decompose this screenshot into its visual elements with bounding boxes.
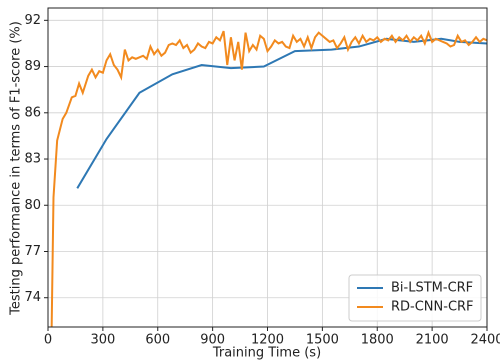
x-tick-label: 1800	[361, 333, 394, 348]
y-tick-label: 89	[24, 59, 41, 74]
legend-label: Bi-LSTM-CRF	[391, 281, 473, 296]
x-tick-label: 300	[90, 333, 115, 348]
y-tick-label: 86	[24, 105, 41, 120]
y-tick-label: 83	[24, 152, 41, 167]
x-tick-label: 2400	[470, 333, 500, 348]
x-tick-label: 1200	[251, 333, 284, 348]
legend-label: RD-CNN-CRF	[391, 300, 474, 315]
x-tick-label: 0	[44, 333, 52, 348]
x-tick-label: 1500	[306, 333, 339, 348]
legend-box	[348, 274, 482, 322]
x-tick-label: 900	[200, 333, 225, 348]
plot-frame	[47, 7, 488, 328]
data-line	[50, 29, 487, 327]
y-tick-label: 92	[24, 13, 41, 28]
y-tick-label: 74	[24, 290, 41, 305]
x-tick-label: 2100	[416, 333, 449, 348]
y-tick-label: 77	[24, 244, 41, 259]
y-tick-label: 80	[24, 198, 41, 213]
y-axis-label: Testing performance in terms of F1-score…	[9, 21, 24, 316]
x-axis-label: Training Time (s)	[212, 346, 321, 361]
x-tick-label: 600	[145, 333, 170, 348]
